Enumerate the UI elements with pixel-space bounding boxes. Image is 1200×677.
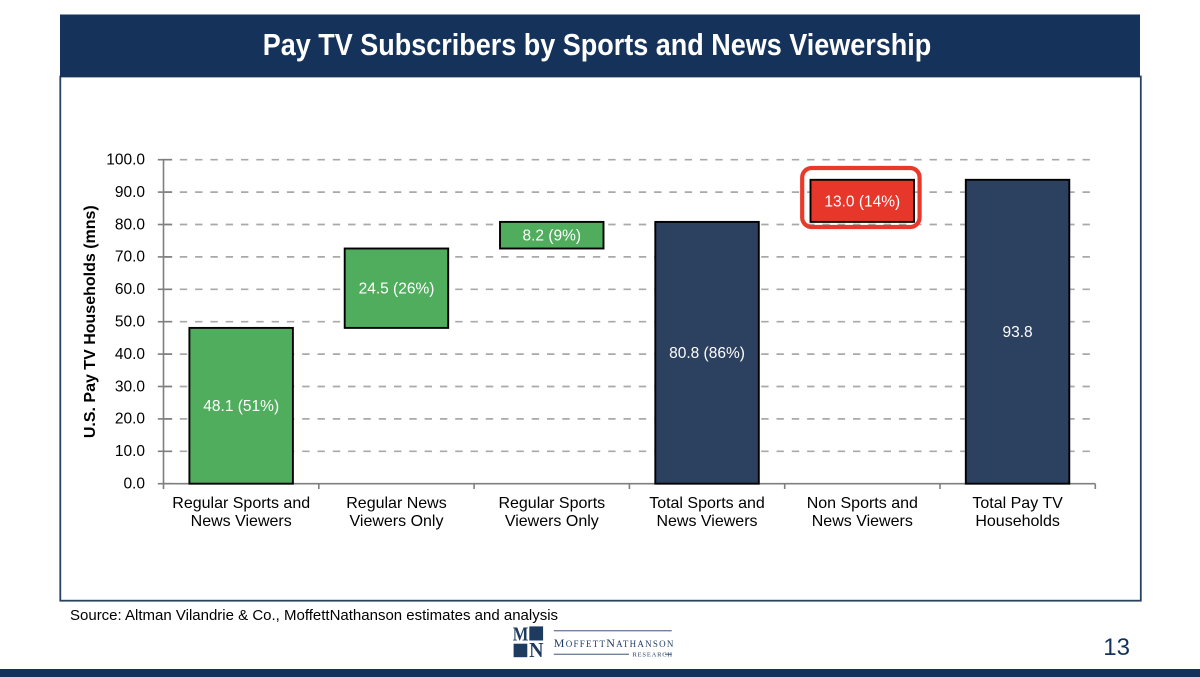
svg-text:13: 13 xyxy=(1103,634,1130,661)
svg-text:30.0: 30.0 xyxy=(115,378,146,395)
svg-text:40.0: 40.0 xyxy=(115,346,146,363)
svg-text:RESEARCH: RESEARCH xyxy=(633,652,673,659)
svg-text:13.0 (14%): 13.0 (14%) xyxy=(824,193,900,210)
svg-text:20.0: 20.0 xyxy=(115,411,146,428)
svg-text:MOFFETTNATHANSON: MOFFETTNATHANSON xyxy=(554,636,675,650)
svg-text:90.0: 90.0 xyxy=(115,184,146,201)
svg-text:48.1 (51%): 48.1 (51%) xyxy=(203,398,279,415)
svg-text:Non Sports and: Non Sports and xyxy=(807,495,918,512)
svg-text:N: N xyxy=(529,638,543,662)
svg-text:Total Sports and: Total Sports and xyxy=(649,495,765,512)
svg-text:100.0: 100.0 xyxy=(106,152,145,169)
svg-text:24.5 (26%): 24.5 (26%) xyxy=(359,281,435,298)
svg-text:U.S. Pay TV Households (mns): U.S. Pay TV Households (mns) xyxy=(82,205,99,438)
svg-text:70.0: 70.0 xyxy=(115,249,146,266)
svg-text:News Viewers: News Viewers xyxy=(812,513,913,530)
svg-text:60.0: 60.0 xyxy=(115,281,146,298)
svg-text:M: M xyxy=(513,624,529,646)
svg-text:8.2 (9%): 8.2 (9%) xyxy=(523,228,582,245)
svg-text:Viewers Only: Viewers Only xyxy=(350,513,444,530)
svg-text:News Viewers: News Viewers xyxy=(656,513,757,530)
svg-text:80.0: 80.0 xyxy=(115,216,146,233)
svg-text:News Viewers: News Viewers xyxy=(191,513,292,530)
svg-text:10.0: 10.0 xyxy=(115,443,146,460)
svg-text:80.8 (86%): 80.8 (86%) xyxy=(669,345,745,362)
svg-text:Regular News: Regular News xyxy=(346,495,446,512)
svg-text:Pay TV Subscribers by Sports a: Pay TV Subscribers by Sports and News Vi… xyxy=(263,27,932,62)
svg-text:50.0: 50.0 xyxy=(115,314,146,331)
svg-text:Total Pay TV: Total Pay TV xyxy=(972,495,1063,512)
svg-text:Regular Sports: Regular Sports xyxy=(498,495,605,512)
svg-text:Regular Sports and: Regular Sports and xyxy=(172,495,310,512)
svg-text:0.0: 0.0 xyxy=(123,476,145,493)
svg-text:Households: Households xyxy=(975,513,1060,530)
svg-text:93.8: 93.8 xyxy=(1003,324,1033,341)
svg-text:Source: Altman Vilandrie & Co.: Source: Altman Vilandrie & Co., MoffettN… xyxy=(70,607,558,624)
svg-text:Viewers Only: Viewers Only xyxy=(505,513,599,530)
